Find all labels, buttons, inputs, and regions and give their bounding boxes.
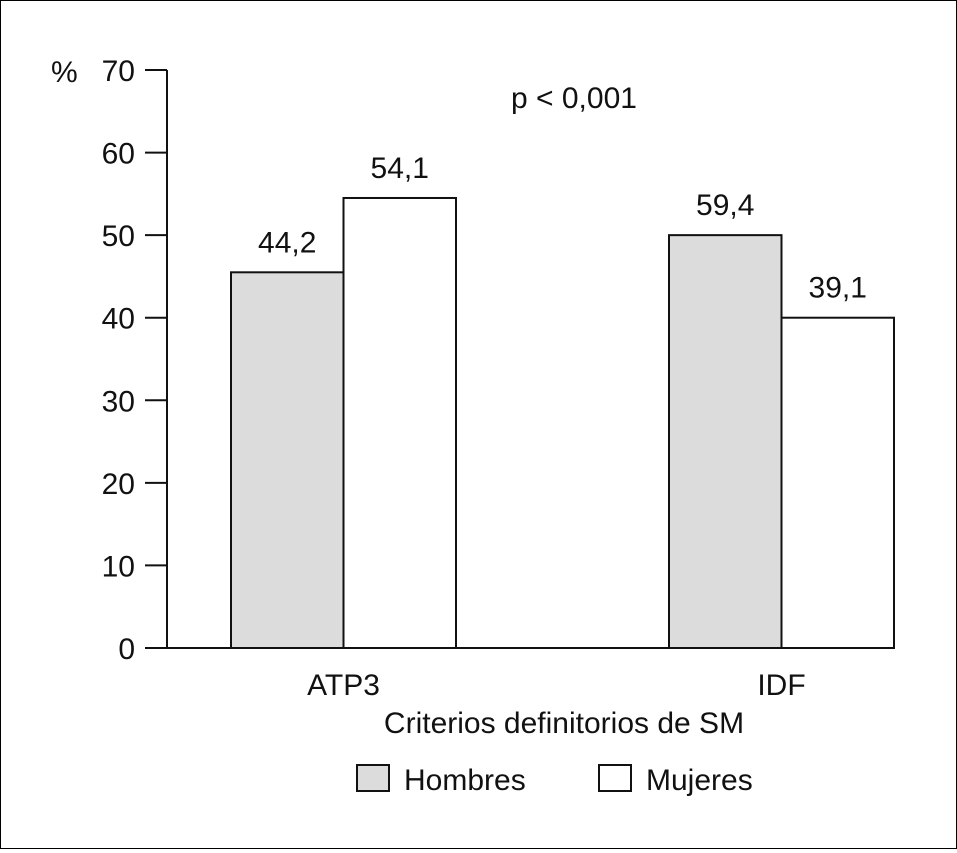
legend-label-mujeres: Mujeres (646, 764, 753, 797)
x-axis-title: Criterios definitorios de SM (384, 707, 744, 740)
bar-hombres-atp3 (230, 271, 345, 649)
bar-hombres-idf (668, 234, 783, 649)
x-category-label: IDF (757, 669, 805, 702)
y-tick-label: 30 (102, 385, 135, 418)
y-tick-label: 40 (102, 303, 135, 336)
y-tick-label: 20 (102, 468, 135, 501)
legend-swatch-hombres (356, 764, 390, 792)
y-tick-label: 70 (102, 55, 135, 88)
legend-swatch-mujeres (598, 764, 632, 792)
data-label: 44,2 (258, 226, 316, 259)
y-tick-label: 50 (102, 220, 135, 253)
data-label: 59,4 (696, 189, 754, 222)
legend-label-hombres: Hombres (404, 764, 526, 797)
p-value-annotation: p < 0,001 (511, 82, 637, 115)
y-unit-label: % (51, 56, 78, 89)
y-tick-label: 60 (102, 138, 135, 171)
legend: Hombres Mujeres (356, 764, 753, 797)
y-tick-label: 0 (118, 633, 135, 666)
y-tick-label: 10 (102, 550, 135, 583)
data-label: 54,1 (371, 152, 429, 185)
bar-mujeres-atp3 (342, 196, 457, 649)
x-category-label: ATP3 (307, 669, 380, 702)
data-label: 39,1 (809, 272, 867, 305)
bar-mujeres-idf (780, 316, 895, 649)
